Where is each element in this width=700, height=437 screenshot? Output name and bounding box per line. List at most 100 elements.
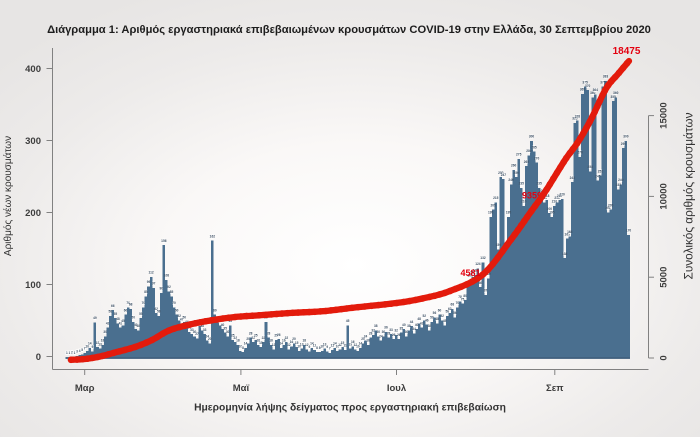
svg-text:4581: 4581	[460, 268, 480, 278]
svg-text:240: 240	[618, 178, 624, 182]
svg-text:15: 15	[341, 341, 345, 345]
svg-text:375: 375	[582, 80, 588, 84]
svg-text:24: 24	[364, 334, 368, 338]
svg-text:Ιουλ: Ιουλ	[387, 383, 407, 394]
svg-text:243: 243	[570, 176, 576, 180]
svg-text:14: 14	[88, 342, 92, 346]
svg-text:15: 15	[96, 341, 100, 345]
svg-text:115: 115	[473, 268, 478, 272]
svg-text:22: 22	[251, 336, 255, 340]
svg-text:45: 45	[121, 319, 125, 323]
svg-text:99: 99	[147, 280, 151, 284]
svg-text:10: 10	[239, 344, 243, 348]
svg-text:108: 108	[468, 274, 474, 278]
svg-text:92: 92	[167, 285, 171, 289]
svg-text:48: 48	[435, 317, 439, 321]
svg-text:28: 28	[369, 331, 373, 335]
svg-text:9: 9	[91, 345, 93, 349]
svg-text:14: 14	[280, 342, 284, 346]
svg-text:18: 18	[302, 339, 306, 343]
svg-text:62: 62	[154, 307, 158, 311]
svg-text:15000: 15000	[659, 102, 670, 128]
svg-text:22: 22	[234, 336, 238, 340]
svg-text:85: 85	[170, 290, 174, 294]
svg-text:165: 165	[565, 232, 571, 236]
svg-text:250: 250	[498, 171, 504, 175]
svg-text:Ημερομηνία λήψης δείγματος προ: Ημερομηνία λήψης δείγματος προς εργαστηρ…	[194, 403, 506, 414]
svg-text:30: 30	[226, 330, 230, 334]
svg-text:233: 233	[616, 183, 622, 187]
svg-text:1: 1	[66, 351, 68, 355]
svg-text:9: 9	[308, 345, 310, 349]
svg-text:8: 8	[319, 346, 321, 350]
svg-text:364: 364	[593, 88, 599, 92]
svg-text:18: 18	[366, 339, 370, 343]
svg-text:38: 38	[200, 324, 204, 328]
svg-text:48: 48	[116, 317, 120, 321]
svg-text:34: 34	[412, 327, 416, 331]
svg-text:110: 110	[485, 272, 490, 276]
svg-text:7: 7	[329, 347, 331, 351]
svg-text:50: 50	[430, 316, 434, 320]
svg-text:30: 30	[382, 330, 386, 334]
svg-text:15: 15	[259, 341, 263, 345]
svg-text:18475: 18475	[613, 46, 641, 57]
svg-text:18: 18	[282, 339, 286, 343]
svg-text:58: 58	[108, 310, 112, 314]
svg-text:205: 205	[608, 203, 614, 207]
svg-text:278: 278	[577, 150, 583, 154]
svg-text:20: 20	[246, 337, 250, 341]
svg-text:210: 210	[521, 200, 527, 204]
svg-text:250: 250	[513, 171, 519, 175]
svg-text:30: 30	[405, 330, 409, 334]
svg-text:42: 42	[106, 321, 110, 325]
svg-text:Μαρ: Μαρ	[75, 383, 95, 394]
svg-text:33: 33	[389, 328, 393, 332]
svg-text:112: 112	[470, 271, 475, 275]
svg-text:328: 328	[575, 114, 581, 118]
svg-text:13: 13	[348, 342, 352, 346]
svg-text:270: 270	[534, 156, 540, 160]
svg-text:33: 33	[190, 328, 194, 332]
svg-text:Σεπ: Σεπ	[546, 383, 564, 394]
svg-text:218: 218	[557, 194, 563, 198]
svg-text:162: 162	[210, 234, 216, 238]
svg-text:14: 14	[333, 342, 337, 346]
svg-text:97: 97	[152, 281, 156, 285]
svg-text:60: 60	[124, 308, 128, 312]
svg-text:75: 75	[461, 297, 465, 301]
svg-text:Μαϊ: Μαϊ	[233, 383, 250, 394]
svg-text:1: 1	[74, 351, 76, 355]
svg-text:26: 26	[277, 333, 281, 337]
svg-text:22: 22	[262, 336, 266, 340]
svg-text:38: 38	[374, 324, 378, 328]
svg-text:300: 300	[529, 135, 535, 139]
svg-text:40: 40	[402, 323, 406, 327]
svg-text:48: 48	[417, 317, 421, 321]
svg-text:124: 124	[475, 262, 481, 266]
svg-text:9: 9	[326, 345, 328, 349]
svg-text:68: 68	[129, 302, 133, 306]
svg-text:10: 10	[336, 344, 340, 348]
svg-text:58: 58	[157, 310, 161, 314]
svg-text:70: 70	[126, 301, 130, 305]
svg-text:20: 20	[361, 337, 365, 341]
svg-text:11: 11	[331, 344, 335, 348]
svg-text:44: 44	[185, 320, 189, 324]
svg-text:325: 325	[572, 116, 578, 120]
svg-text:200: 200	[25, 208, 41, 219]
svg-text:355: 355	[611, 95, 617, 99]
svg-text:200: 200	[547, 207, 553, 211]
svg-text:300: 300	[25, 136, 41, 147]
svg-text:30: 30	[193, 330, 197, 334]
svg-text:1: 1	[68, 351, 70, 355]
svg-text:26: 26	[397, 333, 401, 337]
svg-text:2: 2	[71, 350, 73, 354]
svg-text:195: 195	[549, 211, 555, 215]
svg-text:168: 168	[567, 230, 573, 234]
svg-text:44: 44	[410, 320, 414, 324]
svg-text:138: 138	[562, 252, 568, 256]
svg-text:170: 170	[626, 229, 632, 233]
svg-text:235: 235	[519, 182, 525, 186]
svg-text:7: 7	[84, 347, 86, 351]
